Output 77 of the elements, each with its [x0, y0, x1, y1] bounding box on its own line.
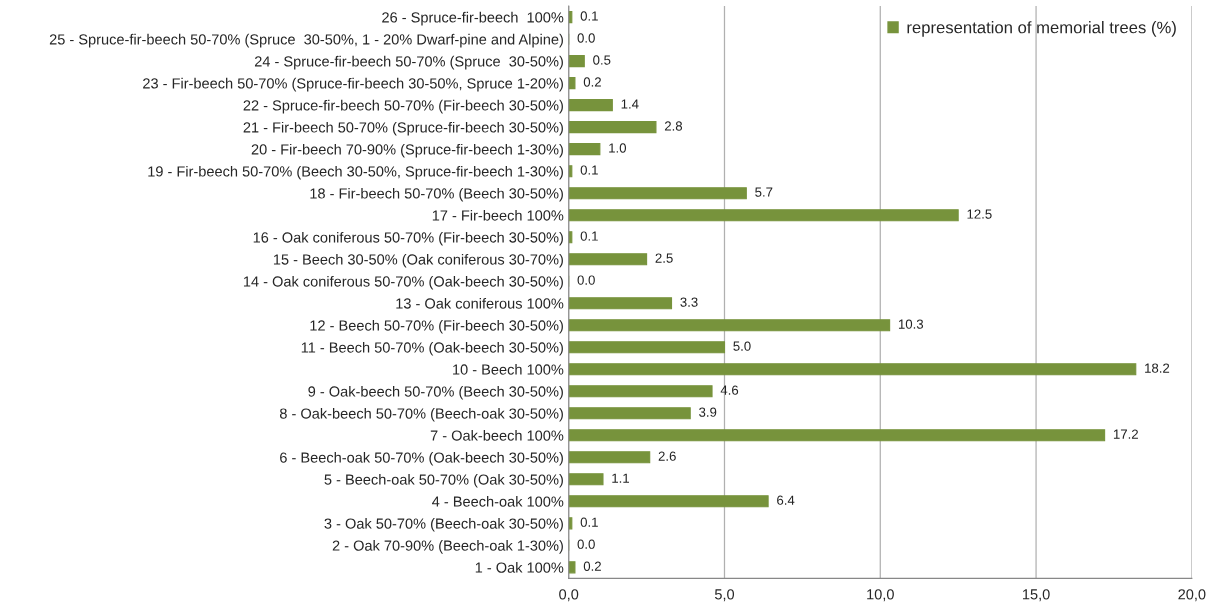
data-label: 2.5: [655, 253, 673, 263]
data-label: 2.6: [658, 451, 676, 461]
x-tick-label: 5,0: [714, 589, 735, 602]
data-label: 10.3: [898, 319, 924, 329]
y-tick-label: 16 - Oak coniferous 50-70% (Fir-beech 30-50%): [253, 231, 563, 246]
y-tick-label: 25 - Spruce-fir-beech 50-70% (Spruce 30-50%, 1 - 20% Dwarf-pine and Alpine): [49, 33, 563, 48]
legend-label: representation of memorial trees (%): [907, 21, 1176, 37]
data-label: 17.2: [1113, 429, 1138, 439]
data-label: 12.5: [967, 209, 992, 219]
data-label: 2.8: [664, 121, 683, 131]
y-tick-label: 4 - Beech-oak 100%: [432, 496, 564, 507]
y-tick-label: 24 - Spruce-fir-beech 50-70% (Spruce 30-50%): [254, 55, 563, 70]
data-label: 5.7: [755, 187, 773, 197]
y-tick-label: 2 - Oak 70-90% (Beech-oak 1-30%): [332, 540, 563, 554]
y-tick-label: 23 - Fir-beech 50-70% (Spruce-fir-beech 30-50%, Spruce 1-20%): [143, 77, 563, 92]
data-label: 0.1: [580, 517, 598, 527]
x-tick-label: 0,0: [559, 589, 579, 602]
y-tick-label: 22 - Spruce-fir-beech 50-70% (Fir-beech 30-50%): [243, 99, 563, 114]
y-tick-label: 3 - Oak 50-70% (Beech-oak 30-50%): [324, 518, 563, 532]
data-label: 18.2: [1145, 363, 1170, 373]
bar: [568, 99, 613, 112]
data-label: 0.1: [580, 165, 598, 175]
bar: [568, 143, 601, 156]
y-tick-label: 1 - Oak 100%: [475, 562, 564, 573]
data-label: 0.0: [577, 275, 595, 285]
data-label: 0.2: [583, 77, 601, 87]
data-label: 3.3: [680, 297, 698, 307]
bar: [568, 319, 891, 332]
bar: [568, 77, 576, 90]
data-label: 0.0: [577, 539, 595, 549]
y-tick-label: 18 - Fir-beech 50-70% (Beech 30-50%): [310, 187, 563, 202]
y-tick-label: 19 - Fir-beech 50-70% (Beech 30-50%, Spruce-fir-beech 1-30%): [148, 165, 563, 180]
data-label: 4.6: [720, 385, 739, 395]
bar: [568, 55, 585, 68]
x-tick-label: 15,0: [1022, 589, 1050, 602]
bar: [568, 341, 726, 354]
y-tick-label: 7 - Oak-beech 100%: [430, 430, 564, 441]
y-tick-label: 13 - Oak coniferous 100%: [396, 297, 564, 309]
x-tick-label: 20,0: [1178, 589, 1206, 602]
data-label: 3.9: [699, 407, 717, 417]
data-label: 1.4: [621, 99, 639, 109]
bar: [568, 407, 691, 420]
bar: [568, 297, 673, 310]
bar: [568, 187, 747, 200]
data-label: 5.0: [733, 341, 751, 351]
data-label: 6.4: [777, 495, 795, 505]
y-tick-label: 9 - Oak-beech 50-70% (Beech 30-50%): [308, 385, 563, 400]
bar: [568, 363, 1137, 376]
bar: [568, 385, 713, 398]
data-label: 0.5: [593, 55, 611, 65]
bar: [568, 451, 651, 464]
data-label: 0.2: [583, 561, 601, 571]
data-label: 0.1: [580, 11, 598, 21]
y-tick-label: 15 - Beech 30-50% (Oak coniferous 30-70%): [273, 253, 563, 268]
y-tick-label: 20 - Fir-beech 70-90% (Spruce-fir-beech 1-30%): [251, 143, 563, 158]
data-label: 1.1: [612, 473, 629, 483]
y-tick-label: 10 - Beech 100%: [453, 363, 564, 375]
data-label: 0.0: [577, 33, 595, 43]
y-tick-label: 11 - Beech 50-70% (Oak-beech 30-50%): [301, 341, 563, 356]
bar: [568, 429, 1106, 442]
x-tick-label: 10,0: [867, 589, 894, 602]
bar: [568, 561, 576, 574]
y-tick-label: 26 - Spruce-fir-beech 100%: [382, 11, 564, 26]
bar: [568, 121, 657, 134]
y-tick-label: 17 - Fir-beech 100%: [432, 209, 564, 221]
y-tick-label: 5 - Beech-oak 50-70% (Oak 30-50%): [324, 474, 563, 488]
data-label: 0.1: [580, 231, 598, 241]
bar: [568, 209, 959, 222]
y-tick-label: 21 - Fir-beech 50-70% (Spruce-fir-beech 30-50%): [243, 121, 563, 136]
bar: [568, 495, 769, 508]
y-tick-label: 12 - Beech 50-70% (Fir-beech 30-50%): [310, 319, 563, 334]
data-label: 1.0: [609, 143, 627, 153]
y-tick-label: 6 - Beech-oak 50-70% (Oak-beech 30-50%): [280, 452, 563, 466]
bar: [568, 473, 604, 486]
bar: [568, 253, 648, 266]
y-tick-label: 14 - Oak coniferous 50-70% (Oak-beech 30-50%): [243, 275, 563, 290]
y-tick-label: 8 - Oak-beech 50-70% (Beech-oak 30-50%): [279, 407, 563, 422]
